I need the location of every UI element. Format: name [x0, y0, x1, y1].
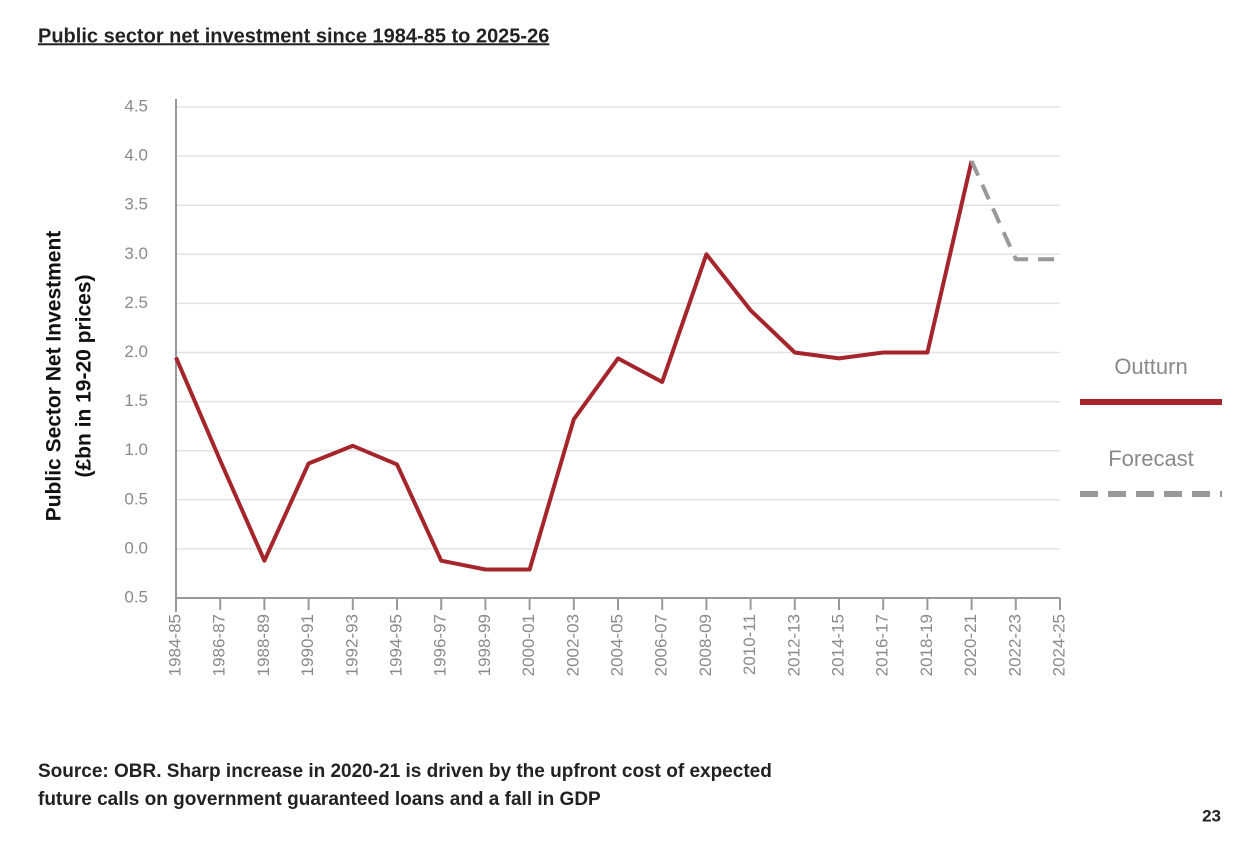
legend-label: Forecast: [1108, 446, 1194, 471]
x-tick-label: 2002-03: [563, 614, 582, 676]
note: future calls on government guaranteed lo…: [38, 789, 601, 810]
x-tick-label: 1984-85: [165, 614, 184, 676]
x-tick-label: 2008-09: [696, 614, 715, 676]
page-number: 23: [1202, 806, 1221, 825]
y-tick-label: 1.5: [124, 391, 148, 410]
x-tick-label: 2024-25: [1049, 614, 1068, 676]
x-tick-label: 2020-21: [961, 614, 980, 676]
x-tick-label: 2014-15: [828, 614, 847, 676]
x-tick-label: 2018-19: [917, 614, 936, 676]
y-tick-label: 0.5: [124, 489, 148, 508]
x-tick-label: 2022-23: [1005, 614, 1024, 676]
note: Source: OBR. Sharp increase in 2020-21 i…: [38, 761, 772, 782]
y-tick-label: 2.5: [124, 293, 148, 312]
x-tick-label: 1992-93: [342, 614, 361, 676]
x-tick-label: 2000-01: [519, 614, 538, 676]
x-tick-label: 2004-05: [607, 614, 626, 676]
y-tick-label: 0.5: [124, 587, 148, 606]
y-tick-label: 4.5: [124, 96, 148, 115]
x-tick-label: 1990-91: [298, 614, 317, 676]
y-axis-label: (£bn in 19-20 prices): [73, 274, 96, 477]
y-tick-label: 0.0: [124, 538, 148, 557]
x-tick-label: 1994-95: [386, 614, 405, 676]
series-line: [174, 160, 974, 572]
x-tick-label: 2006-07: [652, 614, 671, 676]
y-tick-label: 3.0: [124, 244, 148, 263]
y-tick-label: 1.0: [124, 440, 148, 459]
y-tick-label: 3.5: [124, 195, 148, 214]
series-line: [969, 160, 1060, 262]
y-tick-label: 4.0: [124, 146, 148, 165]
x-tick-label: 1988-89: [254, 614, 273, 676]
x-tick-label: 2010-11: [740, 614, 759, 675]
legend-label: Outturn: [1114, 354, 1187, 379]
x-tick-label: 1986-87: [210, 614, 229, 676]
x-tick-label: 2012-13: [784, 614, 803, 676]
x-tick-label: 1998-99: [475, 614, 494, 676]
x-tick-label: 1996-97: [431, 614, 450, 676]
x-tick-label: 2016-17: [873, 614, 892, 676]
y-axis-label: Public Sector Net Investment: [43, 231, 66, 522]
chart-title: Public sector net investment since 1984-…: [38, 25, 549, 47]
y-tick-label: 2.0: [124, 342, 148, 361]
